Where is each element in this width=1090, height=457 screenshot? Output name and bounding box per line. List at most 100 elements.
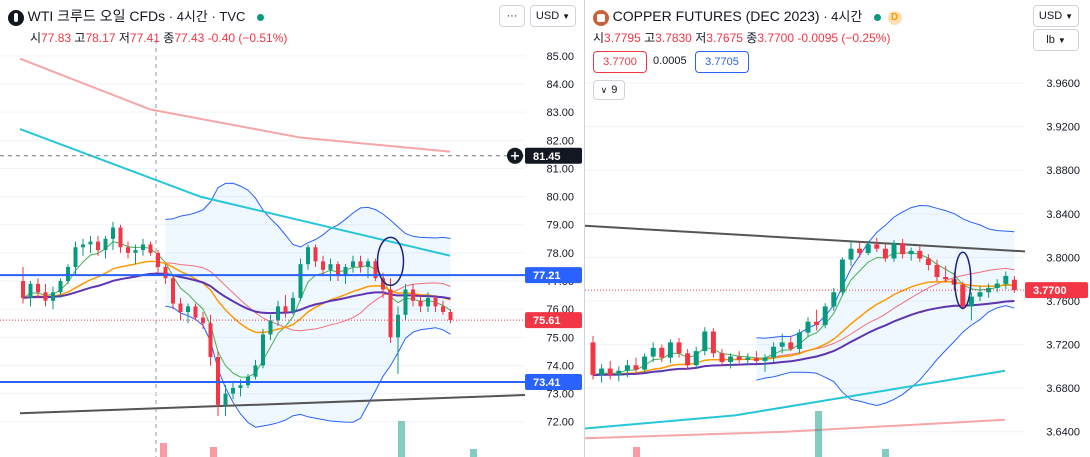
candle-body	[762, 357, 768, 361]
candle-body	[276, 306, 280, 321]
axis-tick-label: 3.9200	[1046, 122, 1080, 134]
ma-slow-line	[592, 300, 1015, 377]
axis-tick-label: 3.6800	[1046, 383, 1080, 395]
candle-body	[676, 342, 682, 354]
more-options-button[interactable]: ···	[499, 5, 525, 27]
candle-body	[126, 247, 130, 253]
copper-symbol-name[interactable]: COPPER FUTURES (DEC 2023)	[612, 8, 820, 24]
candle-body	[426, 297, 430, 307]
indicator-count: 9	[611, 84, 618, 96]
candle-body	[441, 306, 445, 312]
candle-body	[208, 323, 213, 358]
sell-button[interactable]: 3.7700	[593, 51, 647, 73]
change-value: -0.0095 (−0.25%)	[797, 31, 891, 45]
wti-symbol-name[interactable]: WTI 크루드 오일 CFDs	[27, 8, 166, 24]
hand-drawn-circle	[954, 251, 972, 310]
axis-tick-label: 3.7200	[1046, 340, 1080, 352]
candle-body	[36, 283, 40, 293]
candle-body	[719, 353, 725, 363]
candle-body	[882, 248, 888, 259]
candle-body	[693, 351, 699, 366]
low-label: 저	[695, 31, 707, 45]
wti-chart-canvas[interactable]: 85.00 84.00 83.00 82.00 81.00 80.00 79.00 78.00…	[0, 0, 584, 457]
change-value: -0.40 (−0.51%)	[207, 31, 288, 45]
candle-body	[960, 284, 966, 307]
ma-slow-line	[22, 272, 451, 315]
candle-body	[822, 306, 828, 325]
axis-tick-label: 83.00	[546, 107, 574, 119]
add-alert-icon	[507, 147, 523, 164]
candle-body	[246, 376, 250, 386]
candle-body	[283, 306, 288, 312]
trendline	[19, 394, 526, 415]
buy-button[interactable]: 3.7705	[695, 51, 749, 73]
price-label-text: 73.41	[533, 377, 561, 389]
candle-body	[411, 289, 415, 301]
currency-select[interactable]: USD ▼	[530, 5, 576, 27]
candle-body	[268, 320, 273, 335]
candle-body	[796, 332, 802, 349]
candle-body	[178, 303, 183, 312]
chevron-down-icon: ▼	[1057, 35, 1066, 45]
ma-200-line	[19, 57, 151, 111]
candle-body	[396, 314, 400, 338]
candle-body	[624, 365, 630, 371]
copper-chart-pane[interactable]: 3.9600 3.9200 3.8800 3.8400 3.8000 3.7600 3.72…	[585, 0, 1090, 457]
pane-divider[interactable]	[584, 0, 585, 457]
candle-body	[298, 264, 303, 298]
copper-ohlc-values: 시3.7795 고3.7830 저3.7675 종3.7700 -0.0095 …	[593, 29, 890, 46]
candle-body	[1003, 275, 1009, 284]
candle-body	[934, 265, 940, 278]
candle-body	[96, 241, 100, 251]
close-value: 77.43	[174, 31, 205, 45]
axis-tick-label: 78.00	[546, 248, 574, 260]
candle-body	[21, 281, 25, 298]
candle-body	[900, 243, 906, 255]
copper-chart-canvas[interactable]: 3.9600 3.9200 3.8800 3.8400 3.8000 3.7600 3.72…	[585, 0, 1090, 457]
candle-body	[650, 347, 656, 357]
unit-select[interactable]: lb ▼	[1033, 29, 1079, 51]
indicators-toggle-button[interactable]: ∨ 9	[593, 80, 625, 100]
volume-bar	[398, 421, 405, 457]
open-label: 시	[30, 31, 42, 45]
axis-tick-label: 72.00	[546, 417, 574, 429]
volume-bar	[470, 449, 477, 457]
candle-body	[814, 321, 820, 325]
price-label-box	[525, 147, 582, 164]
ma-200-line	[585, 430, 786, 440]
axis-tick-label: 3.8800	[1046, 165, 1080, 177]
currency-select[interactable]: USD ▼	[1033, 5, 1079, 27]
high-label: 고	[644, 31, 656, 45]
candle-body	[659, 347, 665, 358]
candle-body	[66, 266, 70, 282]
axis-tick-label: 3.8000	[1046, 252, 1080, 264]
candle-body	[977, 292, 983, 297]
candle-body	[753, 357, 759, 361]
hand-drawn-circle	[376, 236, 405, 287]
candle-body	[336, 264, 340, 276]
candle-body	[231, 387, 235, 394]
delayed-data-badge: D	[887, 10, 902, 25]
candle-body	[788, 342, 794, 349]
candle-body	[193, 306, 198, 318]
low-value: 77.41	[129, 31, 160, 45]
axis-tick-label: 3.9600	[1046, 78, 1080, 90]
candle-body	[118, 227, 123, 248]
candle-body	[590, 342, 596, 376]
candle-body	[43, 292, 48, 301]
candle-body	[968, 296, 974, 307]
candle-body	[81, 244, 85, 248]
axis-tick-label: 80.00	[546, 192, 574, 204]
axis-tick-label: 3.6400	[1046, 427, 1080, 439]
wti-symbol-interval: · 4시간 · TVC	[168, 9, 246, 24]
candle-body	[58, 281, 63, 293]
chevron-down-icon: ▼	[562, 11, 571, 21]
chevron-down-icon: ∨	[600, 84, 608, 95]
wti-symbol-icon	[8, 9, 24, 26]
candle-body	[633, 365, 639, 370]
candle-body	[343, 266, 348, 276]
wti-chart-pane[interactable]: 85.00 84.00 83.00 82.00 81.00 80.00 79.00 78.00…	[0, 0, 584, 457]
candle-body	[201, 317, 205, 324]
ma-100-line	[199, 195, 451, 257]
candle-body	[238, 385, 243, 388]
